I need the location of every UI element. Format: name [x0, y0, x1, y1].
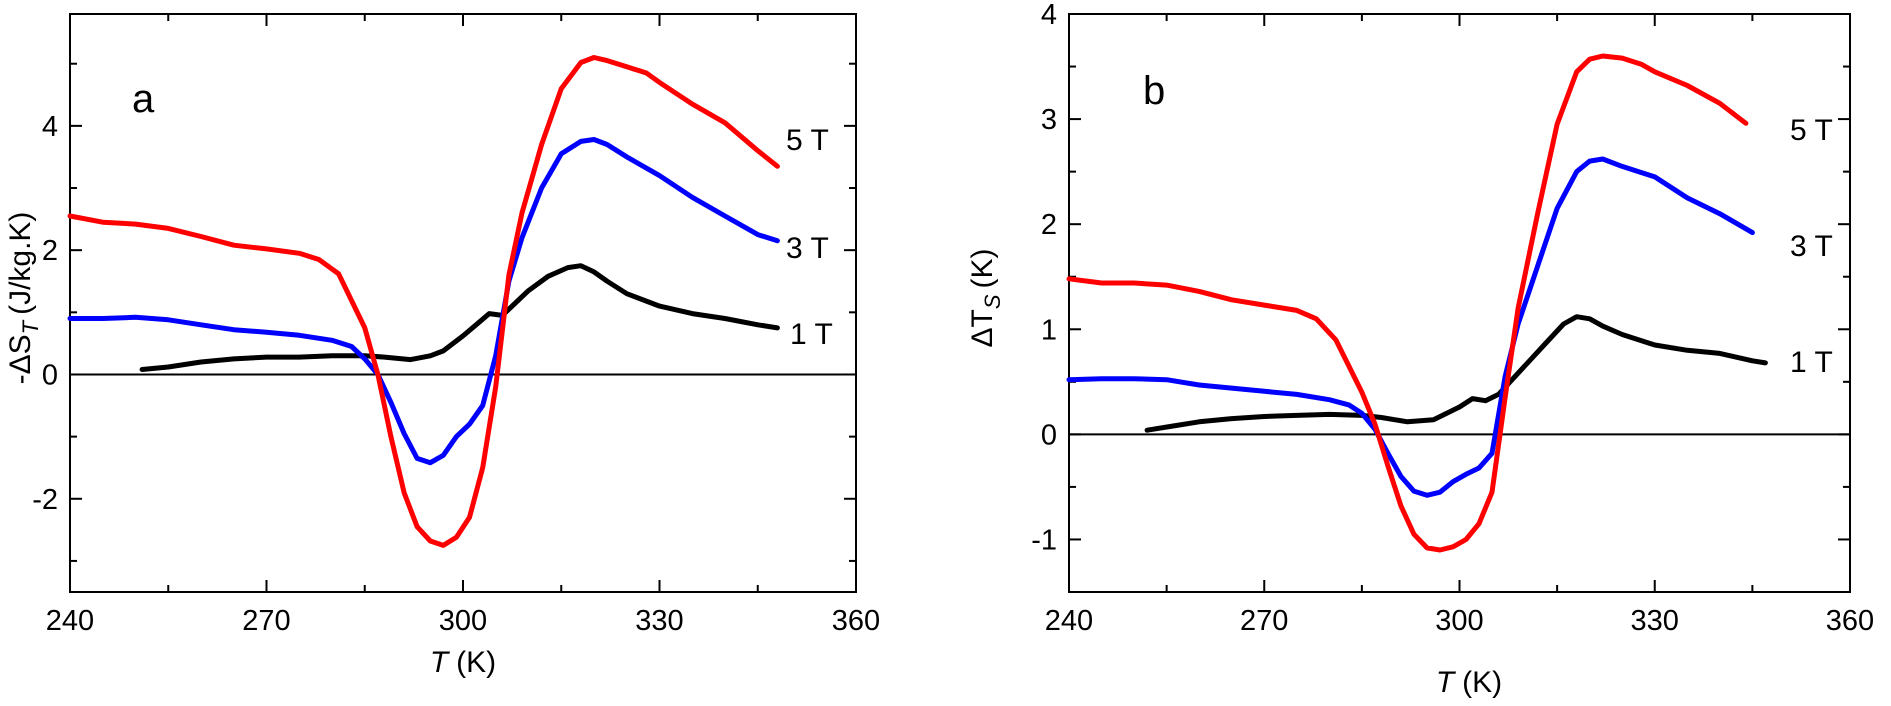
panel-b-x-tick-label-360: 360 [1826, 605, 1874, 637]
panel-a-label-3T: 3 T [786, 232, 829, 265]
panel-a-x-tick-label-300: 300 [439, 605, 487, 637]
panel-a-letter: a [132, 77, 155, 121]
panel-a-y-tick-label--2: -2 [32, 484, 58, 516]
panel-b-y-tick-label--1: -1 [1031, 524, 1057, 556]
panel-b-label-1T: 1 T [1790, 346, 1833, 379]
panel-a-x-ticks: 240 270 300 330 360 [46, 14, 880, 637]
panel-b-x-tick-label-240: 240 [1045, 605, 1093, 637]
panel-b-y-axis-title: ΔTS(K) [966, 248, 1005, 347]
panel-b-frame [1068, 13, 1851, 593]
panel-a-series-1t [139, 263, 780, 372]
panel-b-label-5T: 5 T [1790, 114, 1833, 147]
panel-b-label-3T: 3 T [1790, 230, 1833, 263]
panel-a-series-3t [67, 137, 780, 466]
panel-a-frame [69, 13, 857, 593]
panel-a-y-axis-title: -ΔST(J/kg.K) [4, 212, 43, 385]
panel-a-x-tick-label-240: 240 [46, 605, 94, 637]
panel-b-series-1t [1144, 314, 1768, 433]
panel-b-x-tick-label-300: 300 [1435, 605, 1483, 637]
panel-b-y-tick-label-2: 2 [1041, 209, 1057, 241]
panel-a-label-5T: 5 T [786, 124, 829, 157]
panel-b: 240 270 300 330 360 -1 0 1 2 3 4 b 5 T 3 T 1 T T(… [966, 0, 1874, 699]
panel-b-y-tick-label-4: 4 [1041, 0, 1057, 31]
panel-b-series-5t [1066, 53, 1749, 553]
panel-b-y-ticks: -1 0 1 2 3 4 [1031, 0, 1850, 593]
panel-a-series [67, 55, 780, 548]
panel-a-series-5t [67, 55, 780, 548]
panel-b-y-tick-label-0: 0 [1041, 419, 1057, 451]
panel-b-x-tick-label-270: 270 [1240, 605, 1288, 637]
panel-a: 240 270 300 330 360 -2 0 2 4 a 5 T 3 T 1 T T (K)… [4, 13, 880, 679]
panel-a-label-1T: 1 T [790, 318, 833, 351]
panel-b-series-3t [1066, 156, 1755, 498]
panel-b-letter: b [1143, 69, 1165, 113]
panel-b-x-axis-title: T (K) [1436, 666, 1502, 699]
panel-b-y-tick-label-1: 1 [1041, 314, 1057, 346]
panel-a-y-tick-label-4: 4 [42, 111, 58, 143]
panel-a-y-ticks: -2 0 2 4 [32, 62, 856, 562]
panel-a-x-axis-title: T (K) [430, 646, 496, 679]
panel-b-x-ticks: 240 270 300 330 360 [1045, 14, 1874, 637]
panel-a-x-tick-label-330: 330 [635, 605, 683, 637]
panel-a-x-tick-label-360: 360 [832, 605, 880, 637]
panel-b-x-tick-label-330: 330 [1631, 605, 1679, 637]
panel-b-series [1066, 53, 1768, 553]
panel-b-y-tick-label-3: 3 [1041, 104, 1057, 136]
panel-a-y-tick-label-0: 0 [42, 359, 58, 391]
panel-a-x-tick-label-270: 270 [242, 605, 290, 637]
panel-a-y-tick-label-2: 2 [42, 235, 58, 267]
